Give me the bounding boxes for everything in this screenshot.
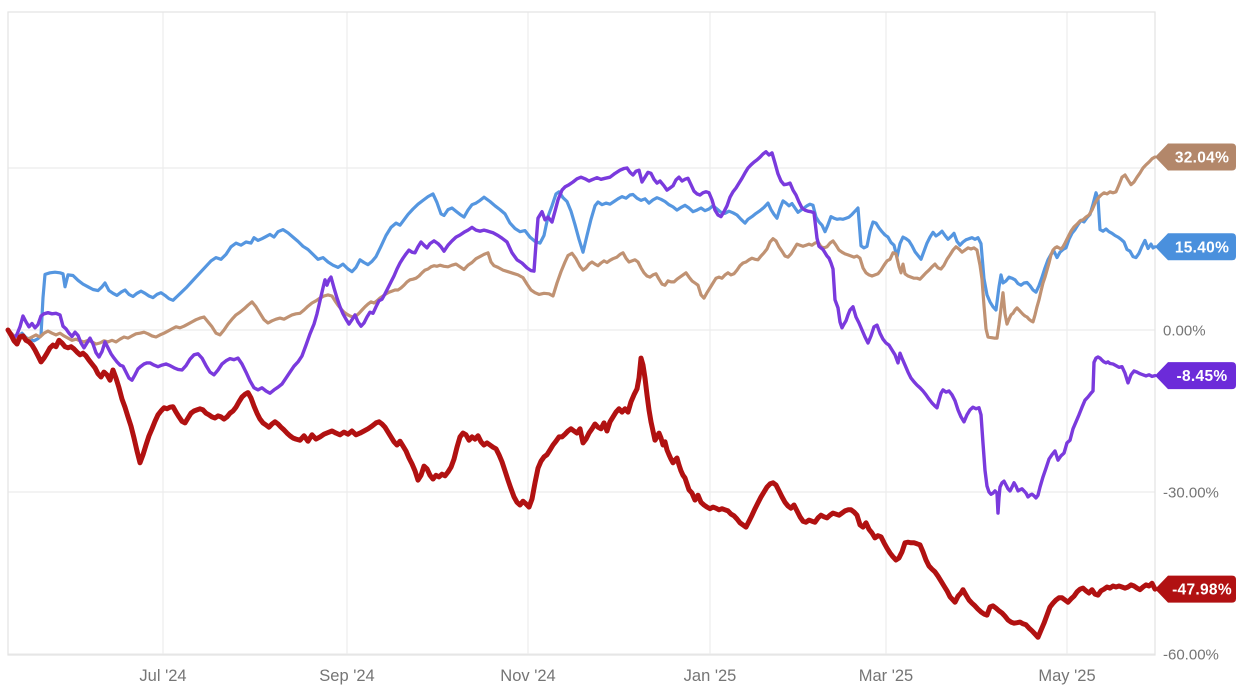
red-line-end-badge-label: -47.98%	[1172, 582, 1232, 599]
purple-line[interactable]	[6, 150, 1157, 515]
red-line[interactable]	[5, 327, 1158, 640]
y-tick-label: -60.00%	[1163, 647, 1219, 664]
tan-line-end-badge	[1155, 143, 1236, 171]
x-tick-label: Jan '25	[684, 667, 737, 685]
y-tick-label: -30.00%	[1163, 485, 1219, 502]
y-axis-labels: 0.00% -30.00% -60.00%	[1163, 323, 1219, 664]
tan-line[interactable]	[6, 155, 1157, 346]
series-lines	[5, 150, 1158, 640]
red-line-end-badge	[1155, 575, 1236, 603]
end-value-badges: 32.04% 15.40% -8.45% -47.98%	[1155, 143, 1236, 603]
plot-frame	[7, 11, 1156, 656]
gridlines	[8, 12, 1155, 655]
y-tick-label: 0.00%	[1163, 323, 1206, 340]
x-tick-label: Nov '24	[500, 667, 555, 685]
x-tick-label: Sep '24	[319, 667, 374, 685]
x-tick-label: May '25	[1038, 667, 1095, 685]
x-axis-labels: Jul '24 Sep '24 Nov '24 Jan '25 Mar '25 May '…	[139, 667, 1095, 685]
purple-line-end-badge	[1155, 362, 1236, 390]
purple-line-end-badge-label: -8.45%	[1177, 368, 1228, 385]
blue-line-end-badge	[1155, 233, 1236, 261]
blue-line-end-badge-label: 15.40%	[1175, 239, 1229, 256]
x-tick-label: Jul '24	[139, 667, 186, 685]
blue-line[interactable]	[6, 190, 1157, 344]
x-tick-label: Mar '25	[859, 667, 914, 685]
tan-line-end-badge-label: 32.04%	[1175, 149, 1229, 166]
